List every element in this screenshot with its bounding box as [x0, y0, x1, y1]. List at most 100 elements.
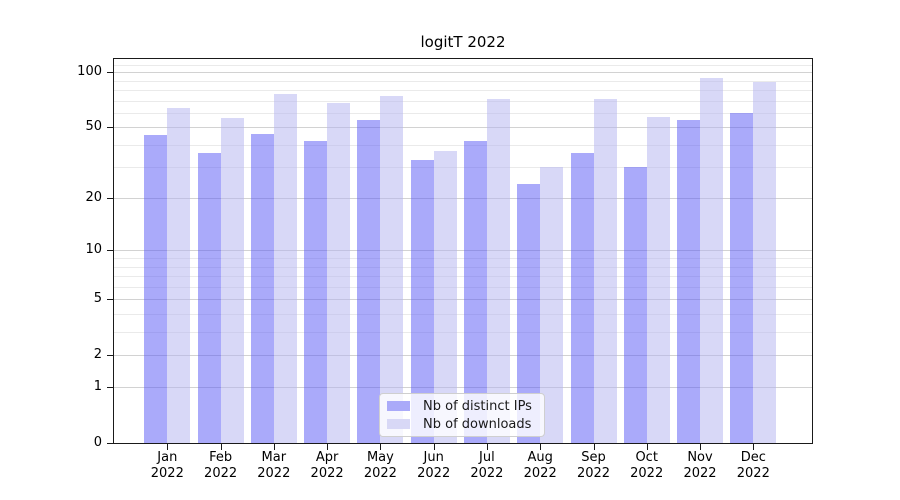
chart-title: logitT 2022	[420, 33, 506, 51]
y-gridline-minor-60	[114, 112, 812, 114]
x-tick-month: Dec	[740, 450, 766, 465]
plot-area	[113, 58, 813, 444]
x-tick-label-may: May 2022	[352, 450, 408, 482]
y-gridline-major-100	[114, 72, 812, 74]
x-tick-year: 2022	[470, 466, 504, 481]
x-tick-year: 2022	[310, 466, 344, 481]
x-tick-label-dec: Dec 2022	[725, 450, 781, 482]
x-tick-mark-oct	[646, 444, 648, 450]
legend: Nb of distinct IPs Nb of downloads	[379, 393, 545, 437]
legend-label-downloads: Nb of downloads	[423, 416, 532, 432]
legend-item-downloads: Nb of downloads	[387, 415, 544, 433]
bar-downloads-mar	[273, 94, 297, 443]
x-tick-label-nov: Nov 2022	[672, 450, 728, 482]
x-tick-label-feb: Feb 2022	[193, 450, 249, 482]
y-tick-label-0: 0	[93, 435, 102, 450]
x-tick-mark-aug	[540, 444, 542, 450]
x-tick-label-oct: Oct 2022	[619, 450, 675, 482]
y-gridline-minor-3	[114, 331, 812, 333]
bar-downloads-jul	[486, 99, 510, 443]
x-tick-label-sep: Sep 2022	[566, 450, 622, 482]
x-tick-month: Oct	[635, 450, 658, 465]
x-tick-month: Nov	[687, 450, 713, 465]
x-tick-month: Jun	[423, 450, 444, 465]
y-gridline-major-5	[114, 299, 812, 300]
y-gridline-minor-7	[114, 275, 812, 277]
x-tick-mark-sep	[593, 444, 595, 450]
bar-distinct-ips-jun	[410, 159, 434, 443]
x-tick-mark-jan	[167, 444, 169, 450]
bar-downloads-dec	[753, 81, 777, 443]
y-gridline-minor-30	[114, 167, 812, 169]
y-gridline-major-50	[114, 127, 812, 129]
x-tick-mark-apr	[327, 444, 329, 450]
y-tick-label-50: 50	[85, 119, 102, 135]
bar-distinct-ips-dec	[730, 112, 754, 443]
x-tick-label-jun: Jun 2022	[406, 450, 462, 482]
x-tick-year: 2022	[683, 466, 717, 481]
x-tick-year: 2022	[417, 466, 451, 481]
y-gridline-minor-70	[114, 100, 812, 102]
x-tick-label-jul: Jul 2022	[459, 450, 515, 482]
x-tick-year: 2022	[736, 466, 770, 481]
y-gridline-minor-8	[114, 266, 812, 268]
y-gridline-minor-40	[114, 144, 812, 146]
bar-downloads-jun	[433, 150, 457, 443]
y-tick-mark-20	[107, 198, 113, 199]
bar-distinct-ips-feb	[197, 152, 221, 443]
x-tick-month: Apr	[315, 450, 339, 465]
x-tick-mark-jul	[486, 444, 488, 450]
bar-distinct-ips-mar	[250, 133, 274, 443]
y-tick-label-20: 20	[85, 190, 102, 206]
y-tick-mark-50	[107, 127, 113, 128]
bar-distinct-ips-aug	[517, 184, 541, 443]
bar-distinct-ips-apr	[304, 140, 328, 443]
legend-swatch-downloads-icon	[387, 419, 410, 429]
x-tick-label-jan: Jan 2022	[139, 450, 195, 482]
y-gridline-minor-6	[114, 286, 812, 288]
bar-distinct-ips-jan	[144, 135, 168, 443]
y-tick-label-2: 2	[93, 346, 102, 362]
bar-downloads-apr	[327, 102, 351, 443]
x-tick-month: Jan	[157, 450, 178, 465]
x-tick-mark-dec	[753, 444, 755, 450]
x-tick-year: 2022	[576, 466, 611, 481]
x-tick-month: Feb	[209, 450, 233, 465]
y-tick-label-1: 1	[93, 379, 102, 395]
x-tick-month: Aug	[527, 450, 553, 465]
y-gridline-major-2	[114, 354, 812, 356]
x-tick-year: 2022	[150, 466, 184, 481]
x-tick-year: 2022	[630, 466, 664, 481]
bar-downloads-feb	[220, 118, 244, 443]
y-gridline-minor-90	[114, 80, 812, 82]
x-tick-month: May	[366, 450, 394, 465]
x-tick-mark-may	[380, 444, 382, 450]
y-gridline-minor-80	[114, 89, 812, 91]
y-tick-mark-5	[107, 299, 113, 300]
y-tick-mark-100	[107, 72, 113, 73]
bar-distinct-ips-jul	[463, 140, 487, 443]
bar-distinct-ips-may	[357, 119, 381, 443]
bar-downloads-jan	[167, 107, 191, 443]
y-gridline-minor-4	[114, 313, 812, 315]
x-tick-year: 2022	[204, 466, 238, 481]
x-tick-year: 2022	[363, 466, 397, 481]
y-gridline-minor-9	[114, 258, 812, 259]
y-tick-mark-2	[107, 355, 113, 356]
x-tick-year: 2022	[257, 466, 291, 481]
y-tick-mark-1	[107, 387, 113, 388]
bar-downloads-nov	[700, 78, 723, 443]
legend-label-distinct-ips: Nb of distinct IPs	[423, 398, 532, 414]
y-gridline-major-1	[114, 387, 812, 389]
bar-distinct-ips-oct	[623, 167, 647, 443]
bar-downloads-sep	[593, 99, 617, 443]
y-tick-label-10: 10	[85, 242, 102, 258]
y-tick-label-5: 5	[93, 291, 102, 306]
y-gridline-major-10	[114, 250, 812, 252]
bar-downloads-oct	[646, 116, 670, 443]
y-tick-mark-10	[107, 250, 113, 251]
bar-downloads-may	[380, 96, 404, 443]
x-tick-mark-feb	[220, 444, 222, 450]
y-tick-mark-0	[107, 443, 113, 444]
